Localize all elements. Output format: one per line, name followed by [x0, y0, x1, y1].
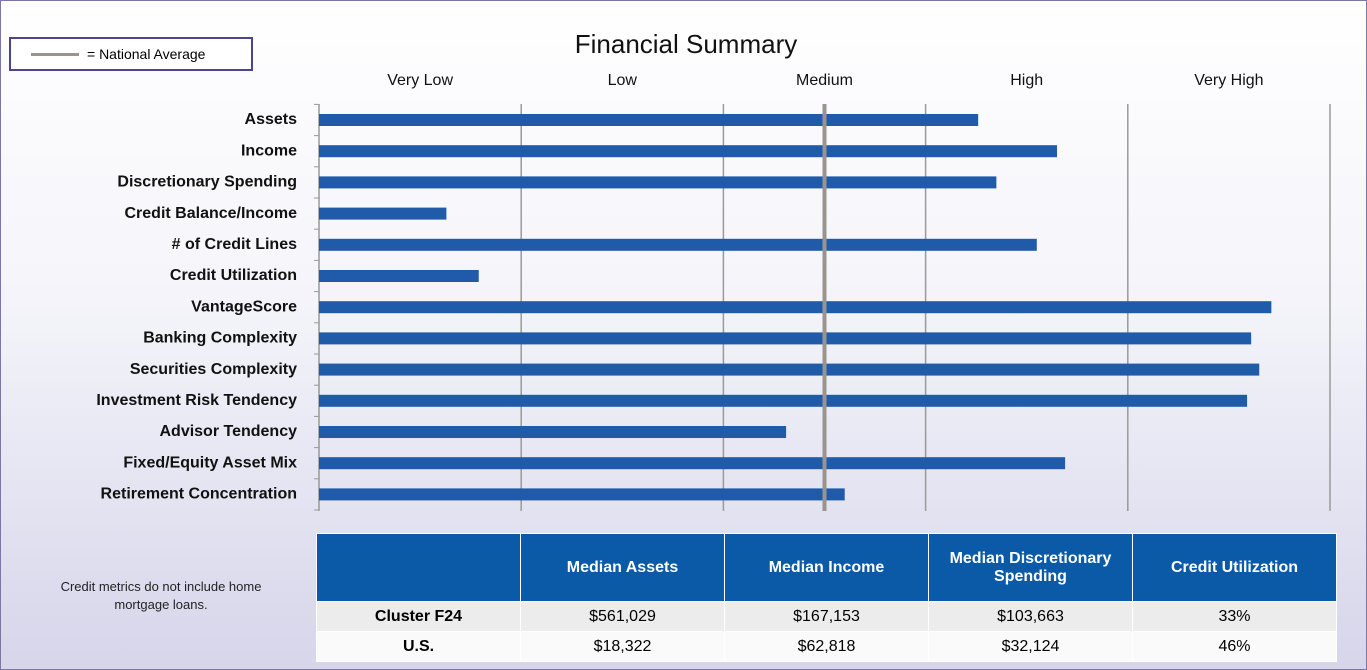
table-cell: $561,029	[520, 601, 725, 632]
chart: Financial Summary Very Low Low Medium High V…	[96, 29, 1331, 511]
header-cell: Credit Utilization	[1132, 533, 1337, 602]
header-cell	[316, 533, 521, 602]
note: Credit metrics do not include home mortg…	[60, 579, 262, 612]
bar	[319, 238, 1037, 251]
band-label: Very Low	[387, 72, 453, 89]
category-label: Discretionary Spending	[117, 174, 297, 191]
category-label: Investment Risk Tendency	[96, 392, 297, 409]
header-cell: Median Income	[724, 533, 929, 602]
bar	[319, 332, 1252, 345]
table-row: U.S. $18,322 $62,818 $32,124 46%	[316, 631, 1337, 662]
category-label: Credit Utilization	[170, 267, 297, 284]
band-label: Low	[608, 72, 638, 89]
bar	[319, 301, 1272, 314]
category-label: Fixed/Equity Asset Mix	[123, 454, 297, 471]
bar	[319, 114, 979, 126]
bar	[319, 457, 1066, 470]
table-cell: $62,818	[724, 631, 929, 662]
table-cell: 33%	[1132, 601, 1337, 632]
table-cell: $103,663	[928, 601, 1133, 632]
bar	[319, 363, 1260, 376]
table-cell: $167,153	[724, 601, 929, 632]
legend: = National Average	[9, 37, 253, 71]
bar	[319, 488, 845, 501]
bar	[319, 207, 447, 220]
table-cell: U.S.	[316, 631, 521, 662]
bar	[319, 176, 997, 189]
category-label: Banking Complexity	[143, 330, 297, 347]
legend-label: = National Average	[87, 46, 206, 62]
band-label: High	[1010, 72, 1043, 89]
bar	[319, 145, 1058, 158]
category-label: Securities Complexity	[130, 361, 297, 378]
table-cell: Cluster F24	[316, 601, 521, 632]
category-label: # of Credit Lines	[172, 236, 297, 253]
bar	[319, 426, 787, 438]
category-label: VantageScore	[191, 298, 297, 315]
table-cell: $32,124	[928, 631, 1133, 662]
band-label: Very High	[1194, 72, 1263, 89]
legend-line	[31, 52, 79, 56]
category-label: Retirement Concentration	[101, 486, 297, 503]
category-label: Income	[241, 142, 297, 159]
header-cell: Median Discretionary Spending	[928, 533, 1133, 602]
category-label: Assets	[245, 111, 298, 128]
category-label: Advisor Tendency	[159, 423, 297, 440]
bar	[319, 394, 1248, 407]
bar	[319, 270, 479, 282]
chart-title: Financial Summary	[575, 29, 798, 59]
band-label: Medium	[796, 72, 853, 89]
table-cell: $18,322	[520, 631, 725, 662]
header-row: Median Assets Median Income Median Discret…	[316, 533, 1337, 602]
table-cell: 46%	[1132, 631, 1337, 662]
category-label: Credit Balance/Income	[125, 205, 298, 222]
table-row: Cluster F24 $561,029 $167,153 $103,663 33%	[316, 601, 1337, 632]
header-cell: Median Assets	[520, 533, 725, 602]
summary-table: Median Assets Median Income Median Discret…	[316, 533, 1337, 662]
